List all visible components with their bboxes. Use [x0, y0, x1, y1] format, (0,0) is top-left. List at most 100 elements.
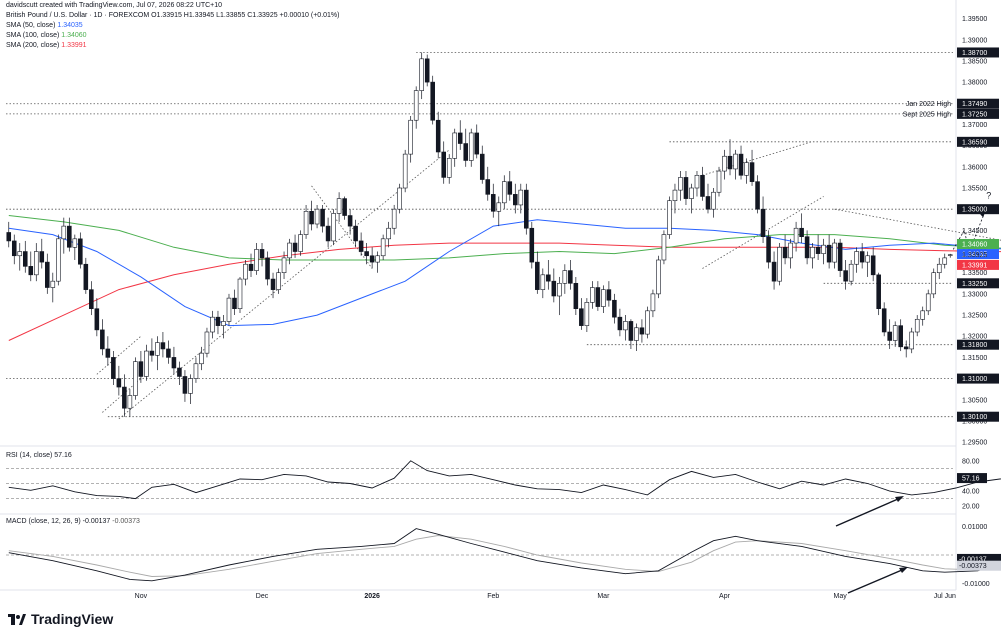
price-label-text: 1.30100 — [962, 414, 987, 421]
candle-body — [887, 331, 892, 341]
rsi-legend[interactable]: RSI (14, close) 57.16 — [6, 452, 72, 459]
candle-body — [424, 58, 430, 83]
candle — [738, 145, 744, 180]
candle-body — [931, 272, 937, 295]
candle-body — [292, 242, 298, 252]
candle — [138, 351, 144, 383]
candle — [397, 183, 402, 214]
time-axis-tick: May — [834, 593, 848, 600]
candle — [276, 268, 281, 294]
candle-body — [881, 308, 887, 333]
candle-body — [628, 321, 634, 341]
candle-body — [766, 236, 771, 263]
price-axis-tick: 1.29500 — [962, 440, 987, 447]
candle-body — [749, 162, 755, 182]
candle — [947, 253, 953, 258]
candle-body — [204, 331, 210, 354]
price-axis-tick: 1.36000 — [962, 164, 987, 171]
candle-body — [667, 200, 672, 235]
price-axis-tick: 1.39000 — [962, 37, 987, 44]
candle — [243, 260, 248, 286]
candle — [215, 310, 221, 335]
candle — [788, 238, 793, 269]
candle — [485, 166, 491, 201]
price-axis-tick: 1.30500 — [962, 397, 987, 404]
price-axis-tick: 1.33500 — [962, 270, 987, 277]
candle — [144, 344, 149, 381]
candle-body — [738, 153, 744, 176]
candle — [199, 346, 204, 371]
candle — [413, 86, 419, 129]
candle-body — [562, 270, 568, 284]
candle — [799, 213, 804, 244]
candle-body — [386, 227, 391, 240]
macd-value: -0.00137 — [82, 518, 111, 525]
candle-body — [485, 179, 491, 195]
candle-body — [457, 132, 463, 144]
candle — [375, 251, 380, 273]
candle-body — [303, 210, 309, 235]
candle — [562, 264, 568, 294]
candle-body — [452, 132, 458, 159]
candle — [909, 327, 914, 354]
candle-body — [672, 189, 678, 202]
candle-body — [914, 318, 920, 333]
trendline-down — [311, 185, 373, 269]
candle-body — [177, 367, 182, 377]
price-label-text: 1.31000 — [962, 376, 987, 383]
candle-body — [788, 242, 793, 259]
candle — [920, 306, 926, 326]
candle-body — [11, 240, 17, 257]
macd-legend[interactable]: MACD (close, 12, 26, 9) -0.00137 -0.0037… — [6, 518, 140, 525]
candle-body — [210, 316, 215, 333]
candle — [45, 253, 50, 294]
candle — [468, 128, 474, 167]
candle-body — [705, 196, 711, 210]
trendline-descending — [834, 208, 1001, 241]
candle-body — [6, 232, 12, 242]
symbol-name[interactable]: British Pound / U.S. Dollar · 1D · FOREX… — [6, 12, 150, 19]
price-label-box — [957, 259, 999, 270]
candle — [716, 166, 722, 197]
sma200-legend[interactable]: SMA (200, close) 1.33991 — [6, 42, 87, 49]
macd-title: MACD (close, 12, 26, 9) — [6, 518, 81, 525]
candle-body — [694, 174, 700, 189]
candle-body — [848, 263, 854, 282]
candle-body — [683, 177, 689, 199]
candle — [303, 204, 309, 239]
candle-body — [920, 310, 926, 320]
candle — [221, 315, 226, 339]
candle-body — [617, 316, 623, 331]
candle — [446, 154, 452, 184]
candle — [628, 319, 634, 349]
candle — [601, 285, 606, 313]
price-axis-tick: 1.39500 — [962, 16, 987, 23]
candle — [645, 306, 650, 339]
rsi-axis-tick: 80.00 — [962, 458, 980, 465]
sma50-legend[interactable]: SMA (50, close) 1.34035 — [6, 22, 83, 29]
candle-body — [435, 119, 441, 153]
sma200-value: 1.33991 — [61, 42, 87, 49]
candle — [755, 175, 760, 214]
candle — [733, 149, 738, 180]
last-price-tick: 1.33925 — [962, 252, 987, 259]
candle-body — [947, 254, 953, 256]
candle-body — [193, 363, 199, 379]
candle-body — [501, 181, 507, 204]
tradingview-logo[interactable]: TradingView — [8, 611, 113, 627]
candle — [804, 230, 810, 265]
candle — [100, 319, 105, 356]
candle-body — [865, 255, 870, 263]
tradingview-logo-icon — [8, 614, 26, 625]
candle — [94, 298, 100, 337]
sma100-legend[interactable]: SMA (100, close) 1.34060 — [6, 32, 87, 39]
candle — [931, 268, 937, 299]
candle — [700, 166, 705, 201]
time-axis-tick: Apr — [719, 593, 731, 600]
candle-body — [342, 198, 347, 216]
ohlc-values: O1.33915 H1.33945 L1.33855 C1.33925 +0.0… — [151, 12, 340, 19]
candle — [254, 243, 259, 275]
candle — [744, 158, 749, 184]
candle — [270, 272, 276, 299]
